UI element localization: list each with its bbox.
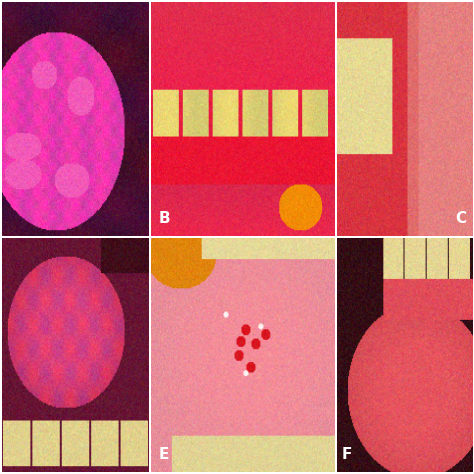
Text: E: E <box>158 447 169 462</box>
Text: B: B <box>158 211 170 226</box>
Text: F: F <box>342 447 352 462</box>
Text: C: C <box>455 211 466 226</box>
